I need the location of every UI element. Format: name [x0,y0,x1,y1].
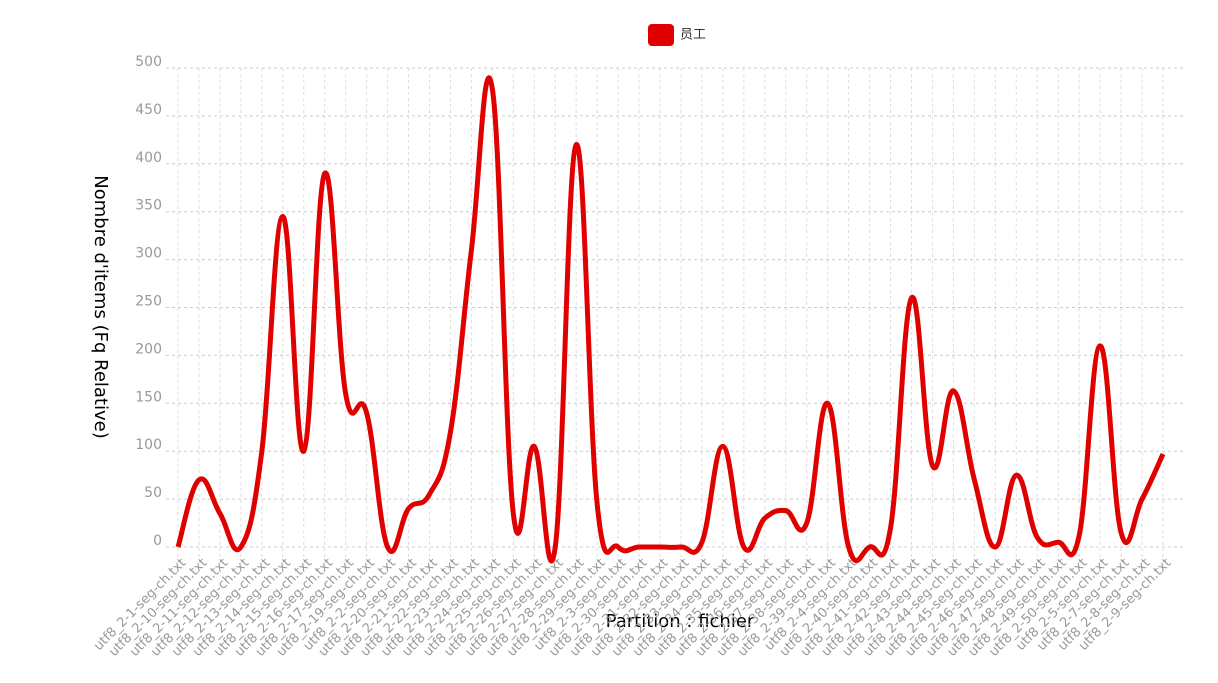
y-tick-label: 200 [135,341,162,357]
y-tick-label: 100 [135,437,162,453]
legend-swatch [648,24,674,46]
y-tick-label: 300 [135,246,162,262]
y-tick-label: 450 [135,102,162,118]
legend-label: 员工 [680,28,706,43]
y-tick-label: 50 [144,485,162,501]
y-tick-label: 150 [135,389,162,405]
y-tick-label: 350 [135,198,162,214]
y-tick-label: 500 [135,54,162,70]
line [175,75,1166,564]
y-tick-label: 400 [135,150,162,166]
y-tick-label: 0 [153,533,162,549]
x-axis-label: Partition : fichier [606,611,755,632]
y-axis-label: Nombre d'items (Fq Relative) [90,175,111,439]
y-tick-label: 250 [135,294,162,310]
